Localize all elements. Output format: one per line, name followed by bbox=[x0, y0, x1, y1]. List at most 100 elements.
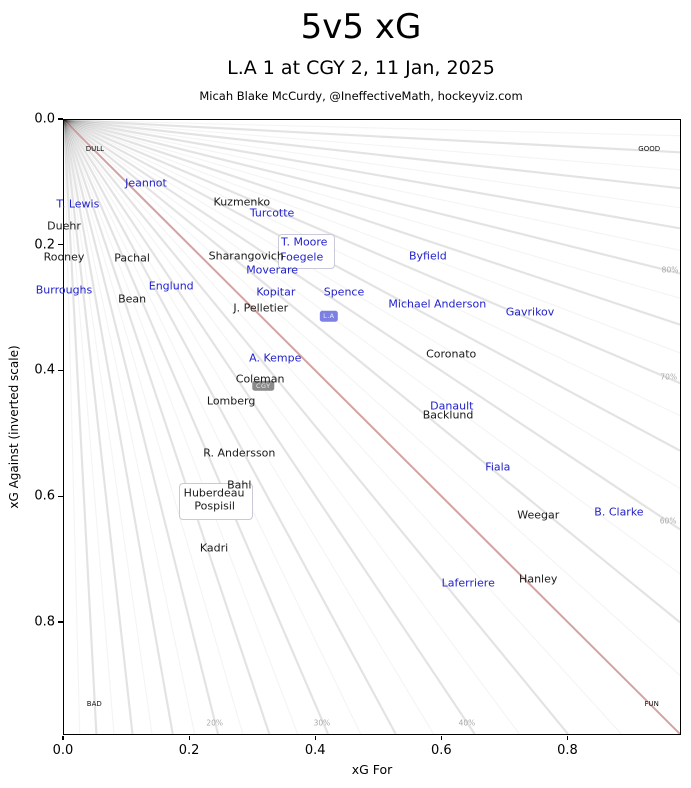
player-label: Kopitar bbox=[256, 285, 296, 299]
fan-line-minor bbox=[64, 120, 115, 734]
percent-label: 40% bbox=[458, 718, 476, 728]
player-label: Bean bbox=[118, 292, 147, 306]
fan-line-major bbox=[64, 120, 680, 190]
fan-line-minor bbox=[64, 120, 680, 676]
fan-line-minor bbox=[64, 120, 299, 734]
y-tick-label: 0.2 bbox=[34, 237, 55, 253]
player-label: B. Clarke bbox=[594, 505, 644, 519]
fan-line-minor bbox=[64, 120, 153, 734]
x-tick-label: 0.8 bbox=[557, 743, 578, 758]
fan-line-major bbox=[64, 120, 220, 734]
fan-line-major bbox=[64, 120, 397, 734]
fan-line-minor bbox=[64, 120, 244, 734]
y-tick-mark bbox=[58, 118, 63, 120]
y-tick-mark bbox=[58, 369, 63, 372]
player-label: Duehr bbox=[47, 219, 81, 233]
x-tick-mark bbox=[566, 735, 569, 740]
label-background-box bbox=[178, 482, 254, 520]
player-label: Rooney bbox=[43, 250, 85, 264]
corner-label-good: GOOD bbox=[638, 144, 661, 153]
player-label: Michael Anderson bbox=[388, 297, 487, 311]
player-label: Lomberg bbox=[206, 394, 256, 408]
fan-line-major bbox=[64, 120, 680, 452]
player-label: Byfield bbox=[408, 249, 447, 263]
player-label: Sharangovich bbox=[208, 249, 284, 263]
chart-title: 5v5 xG bbox=[300, 7, 422, 47]
corner-label-dull: DULL bbox=[85, 144, 105, 153]
percent-label: 20% bbox=[206, 718, 224, 728]
player-label: Moverare bbox=[246, 263, 298, 277]
player-label: Englund bbox=[148, 279, 194, 293]
player-label: Turcotte bbox=[249, 206, 295, 220]
player-label: Backlund bbox=[422, 408, 474, 422]
player-label: Bahl bbox=[227, 478, 252, 492]
percent-label: 80% bbox=[661, 265, 679, 275]
player-label: T. Moore bbox=[281, 235, 328, 249]
corner-label-fun: FUN bbox=[644, 699, 659, 708]
y-tick-mark bbox=[58, 621, 63, 623]
player-label: Fiala bbox=[485, 460, 511, 474]
y-tick-label: 0.0 bbox=[34, 111, 55, 127]
fan-line-major bbox=[64, 120, 174, 734]
player-label: Huberdeau bbox=[183, 486, 245, 500]
fan-line-major bbox=[64, 120, 330, 734]
player-label: Pachal bbox=[114, 251, 150, 265]
fan-line-major bbox=[64, 120, 569, 734]
percent-label: 70% bbox=[660, 372, 678, 382]
fan-line-major bbox=[64, 120, 680, 230]
fan-line-major bbox=[64, 120, 680, 326]
player-label: Jeannot bbox=[125, 176, 167, 190]
fan-line-minor bbox=[64, 120, 680, 209]
y-tick-label: 0.4 bbox=[34, 362, 55, 378]
fan-line-minor bbox=[64, 120, 81, 734]
fan-line-minor bbox=[64, 120, 680, 251]
fan-line-major bbox=[64, 120, 680, 624]
corner-label-bad: BAD bbox=[86, 699, 102, 708]
fan-line-minor bbox=[64, 120, 680, 489]
fan-line-major bbox=[64, 120, 680, 385]
player-label: Laferriere bbox=[441, 576, 495, 590]
fan-line-minor bbox=[64, 120, 362, 734]
chart-attribution: Micah Blake McCurdy, @IneffectiveMath, h… bbox=[199, 89, 523, 103]
x-tick-mark bbox=[440, 735, 443, 740]
player-label: Hanley bbox=[519, 572, 558, 586]
player-label: J. Pelletier bbox=[233, 301, 289, 315]
fan-line-minor bbox=[64, 120, 520, 734]
fan-line-minor bbox=[64, 120, 622, 734]
player-label: R. Andersson bbox=[203, 446, 276, 460]
fan-line-minor bbox=[64, 120, 435, 734]
x-tick-label: 0.6 bbox=[431, 743, 452, 758]
player-label: A. Kempe bbox=[249, 351, 302, 365]
percentage-fan-lines bbox=[64, 120, 680, 734]
fan-line-major bbox=[64, 120, 271, 734]
fan-line-major bbox=[64, 120, 680, 275]
team-badge-la: L.A bbox=[319, 310, 339, 322]
fan-line-minor bbox=[64, 120, 680, 354]
player-label: Foegele bbox=[280, 250, 324, 264]
x-tick-mark bbox=[314, 735, 316, 740]
player-label: Burroughs bbox=[35, 283, 93, 297]
player-label: Spence bbox=[323, 285, 365, 299]
fan-line-minor bbox=[64, 120, 680, 417]
fan-line-major bbox=[64, 120, 680, 531]
x-axis-label: xG For bbox=[351, 762, 393, 777]
fan-line-minor bbox=[64, 120, 196, 734]
fifty-percent-line bbox=[64, 120, 680, 734]
y-tick-label: 0.6 bbox=[34, 488, 55, 504]
player-label: T. Lewis bbox=[56, 197, 100, 211]
fan-line-major bbox=[64, 120, 98, 734]
plot-area: DULL GOOD BAD FUN 80% 70% 60% 40% 30% 20% L.A CGY Je… bbox=[36, 119, 681, 735]
x-tick-label: 0.2 bbox=[178, 743, 200, 758]
player-label: Kadri bbox=[199, 541, 229, 555]
player-label: Coronato bbox=[426, 347, 477, 361]
percent-label: 30% bbox=[313, 718, 331, 728]
fan-line-major bbox=[64, 120, 476, 734]
x-tick-mark bbox=[62, 735, 64, 740]
team-badge-cgy: CGY bbox=[252, 380, 274, 392]
fan-line-major bbox=[64, 120, 134, 734]
y-tick-label: 0.8 bbox=[34, 614, 55, 630]
fan-line-minor bbox=[64, 120, 680, 171]
label-background-box bbox=[277, 233, 336, 270]
player-label: Coleman bbox=[235, 372, 285, 386]
